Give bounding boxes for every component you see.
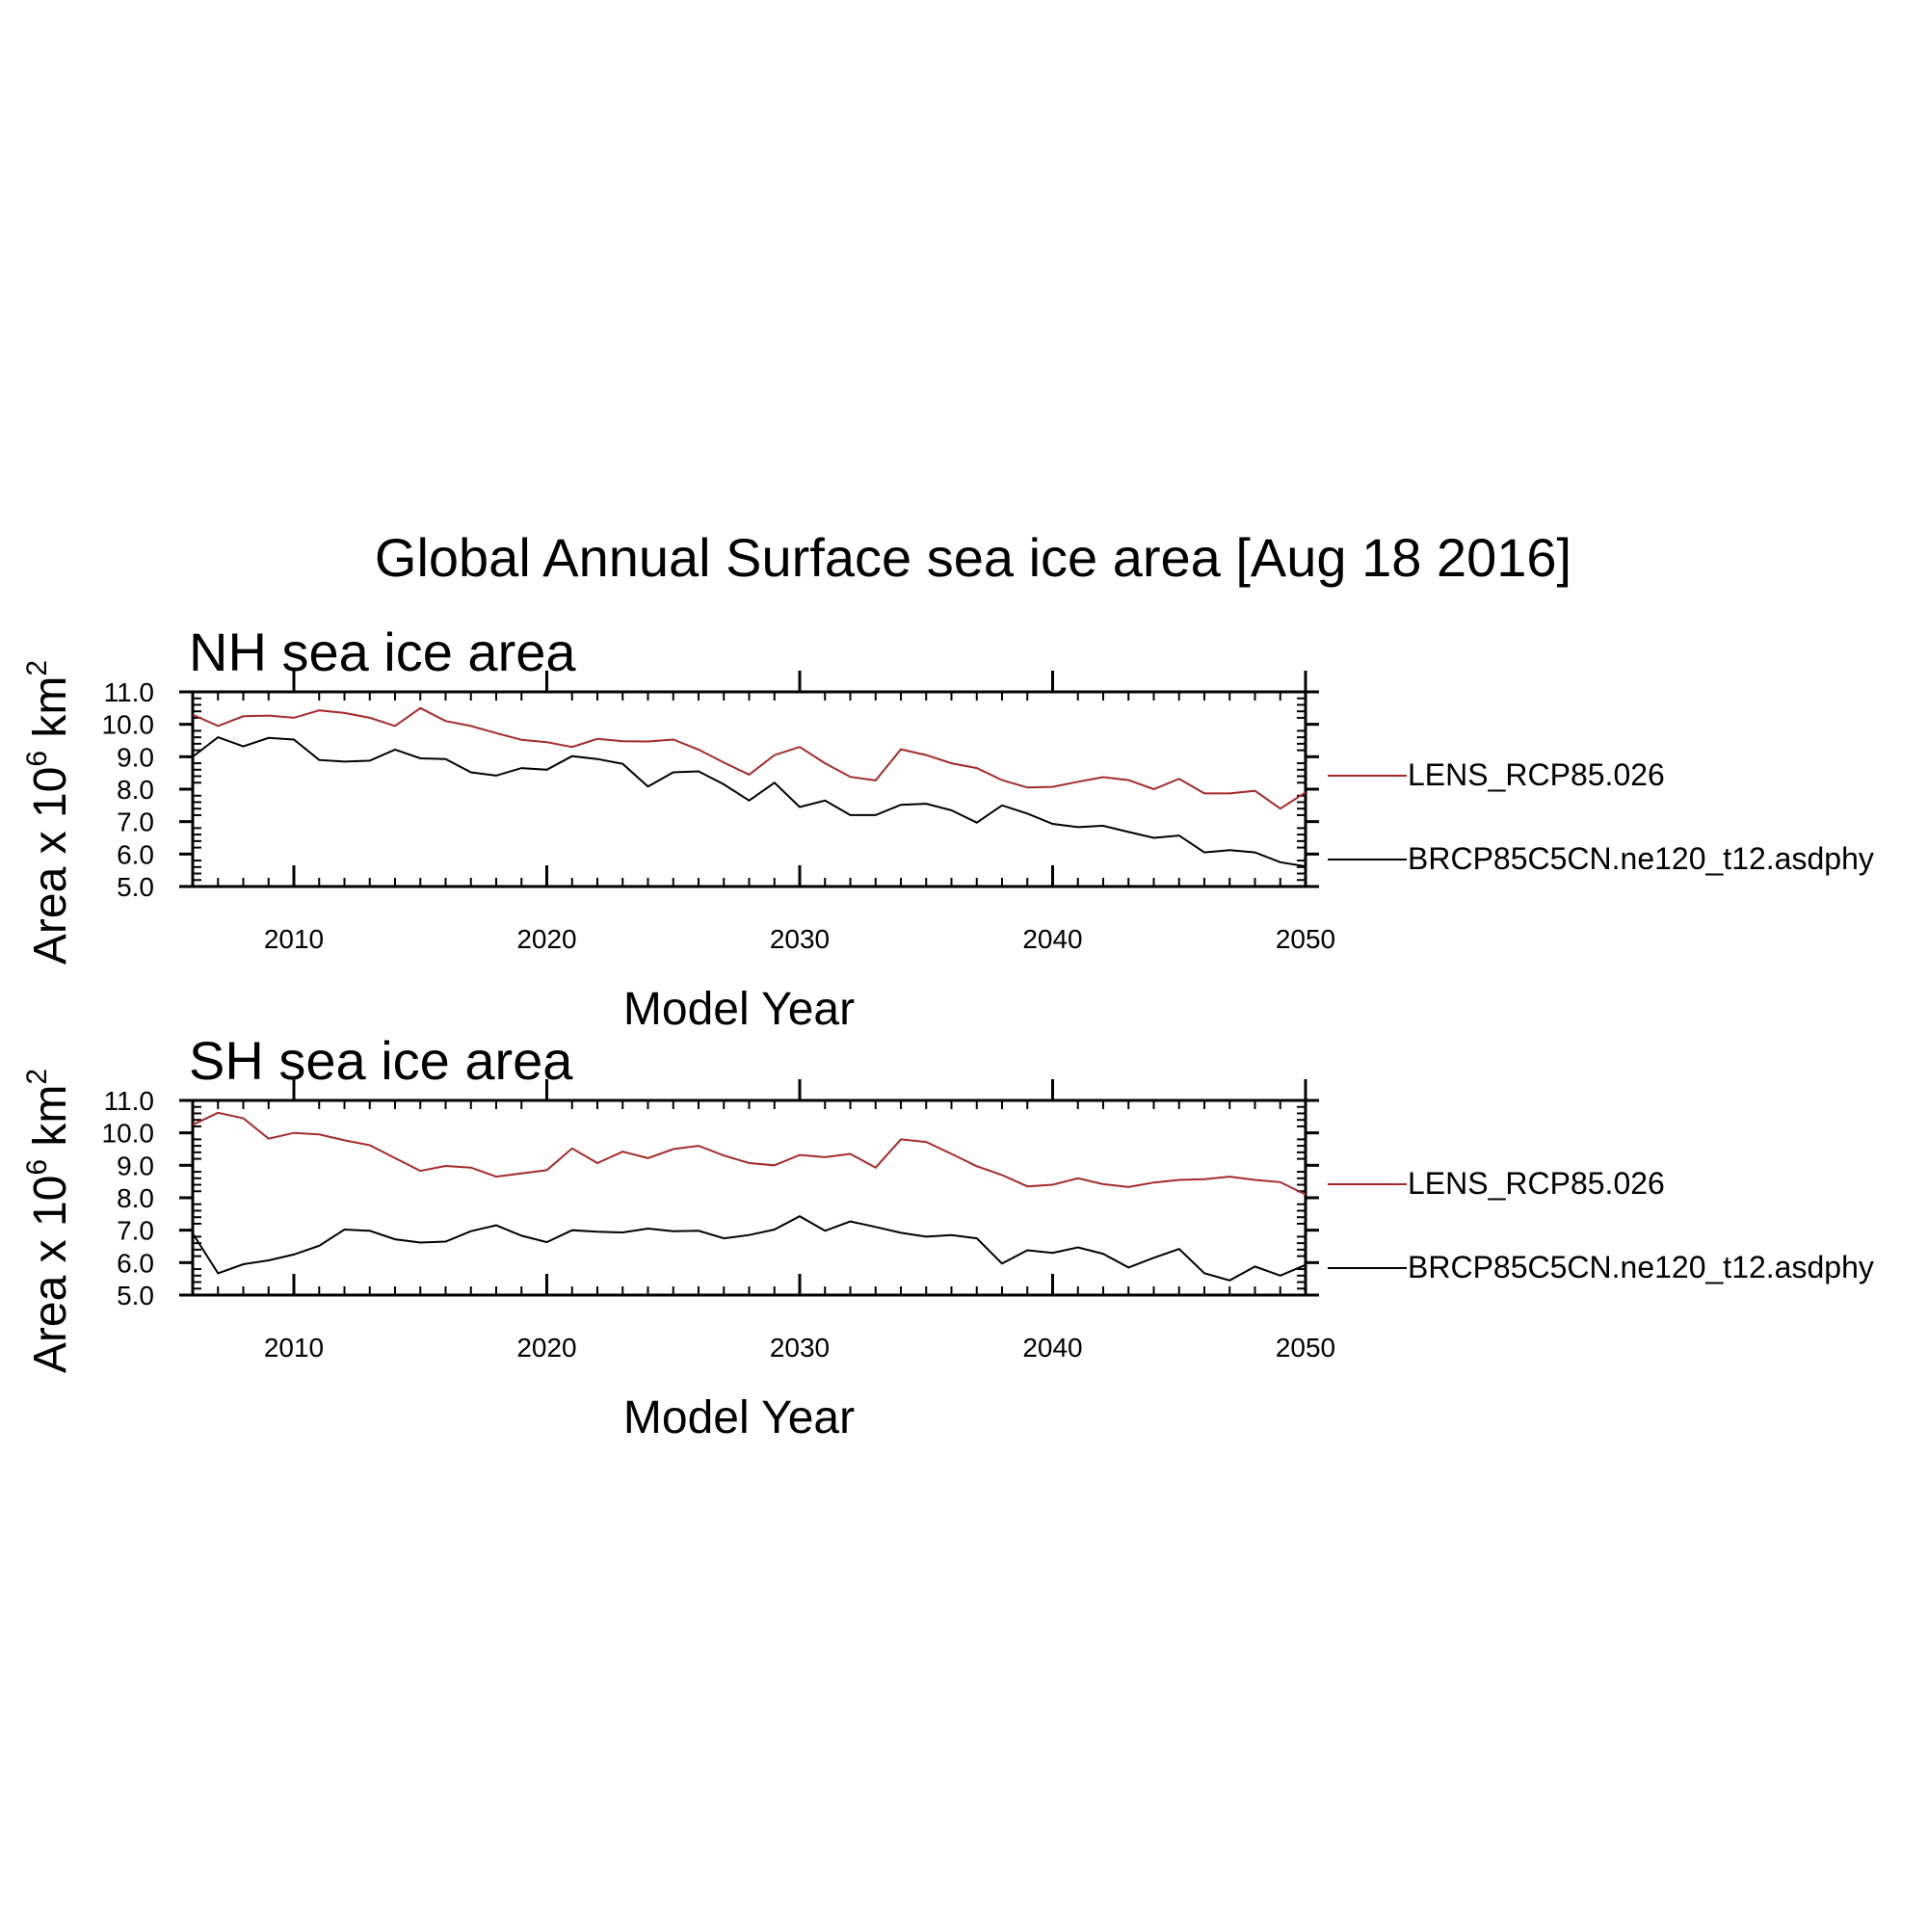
sh-x-tick-label: 2010 xyxy=(264,1333,324,1363)
nh-legend-label-1: BRCP85C5CN.ne120_t12.asdphy xyxy=(1408,841,1874,876)
nh-panel: NH sea ice area 2010 2020 2030 2040 2050 5.06.… xyxy=(21,622,1874,1035)
figure-title: Global Annual Surface sea ice area [Aug … xyxy=(375,527,1571,588)
nh-plot-frame xyxy=(191,690,1307,888)
nh-x-tick-label: 2050 xyxy=(1276,924,1335,954)
nh-y-tick-label: 9.0 xyxy=(117,742,154,772)
nh-x-tick-label: 2020 xyxy=(516,924,576,954)
nh-y-tick-label: 5.0 xyxy=(117,872,154,902)
sh-panel: SH sea ice area 2010 2020 2030 2040 2050 5.0 6.… xyxy=(21,1030,1874,1443)
sh-panel-title: SH sea ice area xyxy=(189,1030,573,1091)
nh-series-line-0 xyxy=(192,706,1307,810)
nh-x-tick-label: 2030 xyxy=(770,924,830,954)
sh-x-tick-label: 2020 xyxy=(516,1333,576,1363)
sh-y-axis-label: Area x 106 km2 xyxy=(21,1069,76,1373)
nh-y-axis-label: Area x 106 km2 xyxy=(21,660,76,965)
sh-x-axis-label: Model Year xyxy=(623,1392,855,1443)
nh-y-tick-label: 10.0 xyxy=(102,710,155,740)
sh-legend-label-1: BRCP85C5CN.ne120_t12.asdphy xyxy=(1408,1250,1874,1284)
nh-series-line-1 xyxy=(192,735,1307,868)
sh-plot-frame xyxy=(191,1098,1307,1297)
sh-y-tick-label: 8.0 xyxy=(117,1183,154,1213)
sh-y-tick-label: 5.0 xyxy=(117,1281,154,1310)
nh-x-axis-label: Model Year xyxy=(623,984,855,1035)
sh-y-tick-label: 7.0 xyxy=(117,1216,154,1246)
sh-y-tick-label: 10.0 xyxy=(102,1119,155,1149)
nh-y-tick-label: 7.0 xyxy=(117,807,154,837)
sh-series-line-1 xyxy=(192,1215,1307,1282)
sh-y-tick-label: 6.0 xyxy=(117,1248,154,1278)
nh-y-tick-label: 11.0 xyxy=(104,677,154,707)
nh-panel-title: NH sea ice area xyxy=(189,622,576,682)
nh-x-tick-label: 2040 xyxy=(1022,924,1082,954)
sh-x-tick-label: 2040 xyxy=(1022,1333,1082,1363)
sh-series-line-0 xyxy=(192,1111,1307,1196)
nh-legend-label-0: LENS_RCP85.026 xyxy=(1408,757,1665,792)
sh-y-tick-label: 11.0 xyxy=(104,1086,154,1116)
sh-y-tick-label: 9.0 xyxy=(117,1151,154,1180)
sh-x-tick-label: 2050 xyxy=(1276,1333,1335,1363)
nh-x-tick-label: 2010 xyxy=(264,924,324,954)
nh-y-tick-label: 6.0 xyxy=(117,839,154,869)
sh-legend-label-0: LENS_RCP85.026 xyxy=(1408,1166,1665,1201)
sh-x-tick-label: 2030 xyxy=(770,1333,830,1363)
nh-y-tick-label: 8.0 xyxy=(117,775,154,805)
